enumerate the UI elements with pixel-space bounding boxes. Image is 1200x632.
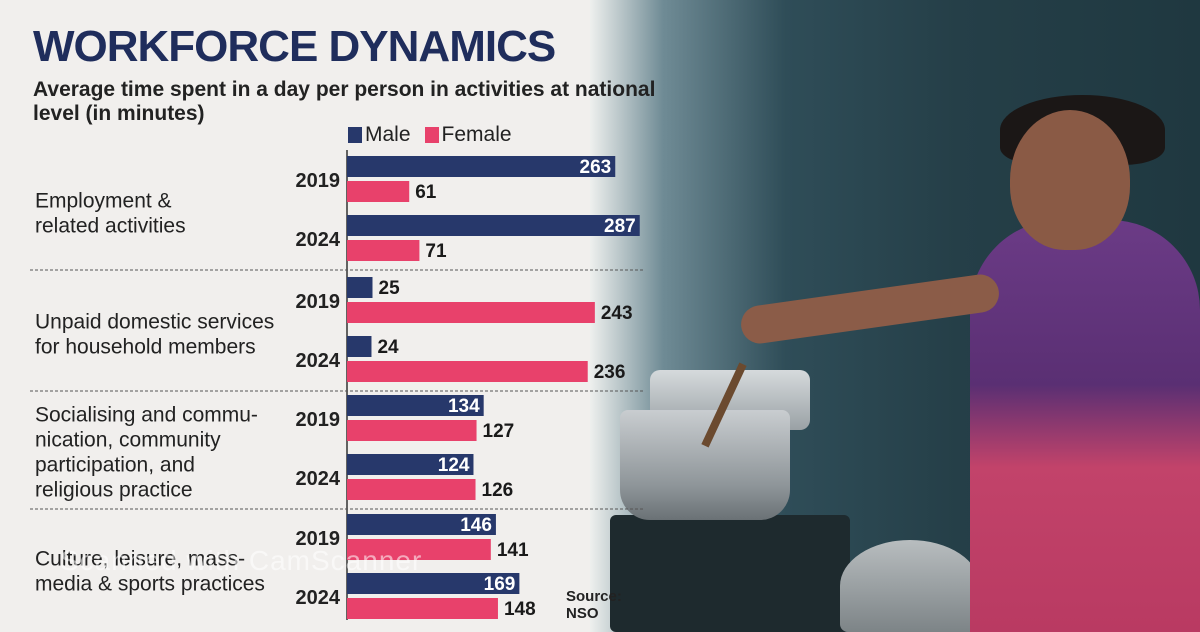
value-label-female: 236 [594,362,626,383]
category-label: for household members [35,336,256,359]
category-label: Socialising and commu- [35,404,258,427]
woman-figure [970,220,1200,632]
bar-female [347,598,498,619]
value-label-male: 287 [604,216,636,237]
year-label: 2024 [296,468,341,490]
year-label: 2024 [296,587,341,609]
bar-male [347,156,616,177]
chart-subtitle: Average time spent in a day per person i… [33,78,656,125]
bar-male [347,454,474,475]
bar-female [347,302,595,323]
year-label: 2019 [296,528,341,550]
bar-male [347,215,640,236]
legend-female-swatch [424,127,439,143]
category-label: Employment & [35,190,172,213]
background-photo [590,0,1200,632]
cooking-pot [620,410,790,520]
legend-male-label: Male [365,123,411,146]
stove [610,515,850,632]
value-label-male: 263 [580,157,612,178]
legend: Male Female [348,123,512,147]
value-label-male: 24 [377,337,399,358]
bar-male [347,336,372,357]
value-label-female: 71 [425,241,447,262]
bar-female [347,181,410,202]
value-label-female: 141 [497,540,529,561]
source-note: Source: NSO [566,588,622,622]
category-label: Unpaid domestic services [35,311,274,334]
year-label: 2024 [296,350,341,372]
category-label: related activities [35,215,186,238]
bar-female [347,240,420,261]
bar-male [347,395,484,416]
bar-male [347,573,520,594]
value-label-male: 124 [438,455,470,476]
year-label: 2024 [296,229,341,251]
legend-male: Male [348,123,411,147]
value-label-female: 127 [483,421,515,442]
bar-female [347,539,491,560]
bar-male [347,514,496,535]
woman-head [1010,110,1130,250]
bar-female [347,479,476,500]
chart-title: WORKFORCE DYNAMICS [33,22,556,71]
legend-female: Female [424,123,512,147]
legend-female-label: Female [441,123,512,146]
value-label-male: 146 [460,515,492,536]
year-label: 2019 [296,291,341,313]
category-label: nication, community [35,429,221,452]
category-label: media & sports practices [35,573,265,596]
value-label-female: 243 [601,303,633,324]
value-label-male: 25 [379,278,401,299]
value-label-male: 169 [484,574,516,595]
category-label: participation, and [35,454,195,477]
value-label-female: 126 [482,480,514,501]
legend-male-swatch [348,127,362,143]
bar-male [347,277,373,298]
category-label: Culture, leisure, mass- [35,548,245,571]
bar-female [347,420,477,441]
year-label: 2019 [296,409,341,431]
value-label-male: 134 [448,396,480,417]
category-label: religious practice [35,479,193,502]
year-label: 2019 [296,170,341,192]
value-label-female: 61 [415,182,437,203]
pressure-cooker [840,540,980,632]
bar-female [347,361,588,382]
value-label-female: 148 [504,599,536,620]
